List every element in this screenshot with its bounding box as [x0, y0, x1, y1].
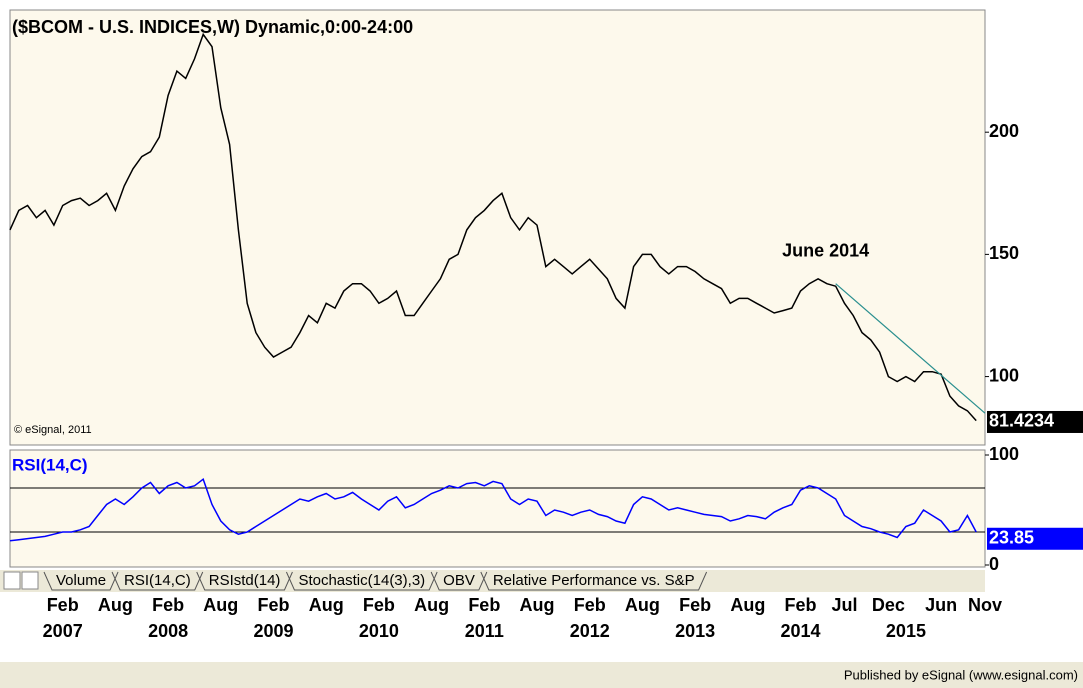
- tab-outline: [111, 571, 204, 591]
- x-tick-label: Feb: [47, 595, 79, 615]
- last-value-box: [987, 527, 1083, 550]
- tab[interactable]: Stochastic(14(3),3): [298, 572, 425, 589]
- x-tick-label: Dec: [872, 595, 905, 615]
- x-year-label: 2014: [781, 621, 821, 641]
- x-year-label: 2012: [570, 621, 610, 641]
- tab-bar: [0, 570, 985, 592]
- x-tick-label: Feb: [574, 595, 606, 615]
- x-year-label: 2009: [253, 621, 293, 641]
- tab[interactable]: RSIstd(14): [209, 572, 281, 589]
- tab[interactable]: OBV: [443, 572, 475, 589]
- rsi-panel: [9, 449, 986, 568]
- y-tick-label: 150: [989, 243, 1019, 263]
- x-tick-label: Feb: [152, 595, 184, 615]
- x-year-label: 2013: [675, 621, 715, 641]
- x-year-label: 2010: [359, 621, 399, 641]
- tab-outline: [430, 571, 488, 591]
- footer: Published by eSignal (www.esignal.com): [844, 667, 1078, 682]
- x-tick-label: Aug: [98, 595, 133, 615]
- x-year-label: 2015: [886, 621, 926, 641]
- tab[interactable]: Volume: [56, 572, 106, 589]
- tab-outline: [480, 571, 708, 591]
- x-tick-label: Feb: [785, 595, 817, 615]
- x-tick-label: Aug: [520, 595, 555, 615]
- last-value-label: 23.85: [989, 528, 1034, 548]
- tab-outline: [285, 571, 438, 591]
- footer-bar: [0, 662, 1083, 688]
- x-tick-label: Feb: [468, 595, 500, 615]
- last-value-label: 81.4234: [989, 411, 1054, 431]
- y-tick-label: 200: [989, 121, 1019, 141]
- y-tick-label: 100: [989, 365, 1019, 385]
- price-panel: [9, 9, 986, 446]
- tab-outline: [43, 571, 119, 591]
- x-year-label: 2007: [43, 621, 83, 641]
- tab[interactable]: Relative Performance vs. S&P: [493, 572, 695, 589]
- chart-title: ($BCOM - U.S. INDICES,W) Dynamic,0:00-24…: [12, 17, 413, 37]
- x-tick-label: Feb: [363, 595, 395, 615]
- series-line: [9, 32, 977, 422]
- x-tick-label: Feb: [258, 595, 290, 615]
- x-tick-label: Aug: [625, 595, 660, 615]
- series-line: [9, 477, 977, 542]
- x-year-label: 2008: [148, 621, 188, 641]
- x-tick-label: Nov: [968, 595, 1002, 615]
- x-tick-label: Aug: [203, 595, 238, 615]
- last-value-box: [987, 410, 1083, 433]
- tab-arrow: [3, 571, 21, 590]
- x-tick-label: Jun: [925, 595, 957, 615]
- rsi-title: RSI(14,C): [12, 455, 88, 474]
- tab-outline: [196, 571, 293, 591]
- x-tick-label: Jul: [831, 595, 857, 615]
- x-year-label: 2011: [465, 621, 504, 641]
- x-tick-label: Feb: [679, 595, 711, 615]
- x-tick-label: Aug: [309, 595, 344, 615]
- y-tick-label: 100: [989, 444, 1019, 464]
- x-tick-label: Aug: [730, 595, 765, 615]
- annotation: June 2014: [782, 240, 869, 260]
- tab-arrow: [21, 571, 39, 590]
- tab[interactable]: RSI(14,C): [124, 572, 191, 589]
- y-tick-label: 0: [989, 554, 999, 574]
- copyright: © eSignal, 2011: [14, 424, 92, 436]
- x-tick-label: Aug: [414, 595, 449, 615]
- trend-line: [835, 283, 986, 414]
